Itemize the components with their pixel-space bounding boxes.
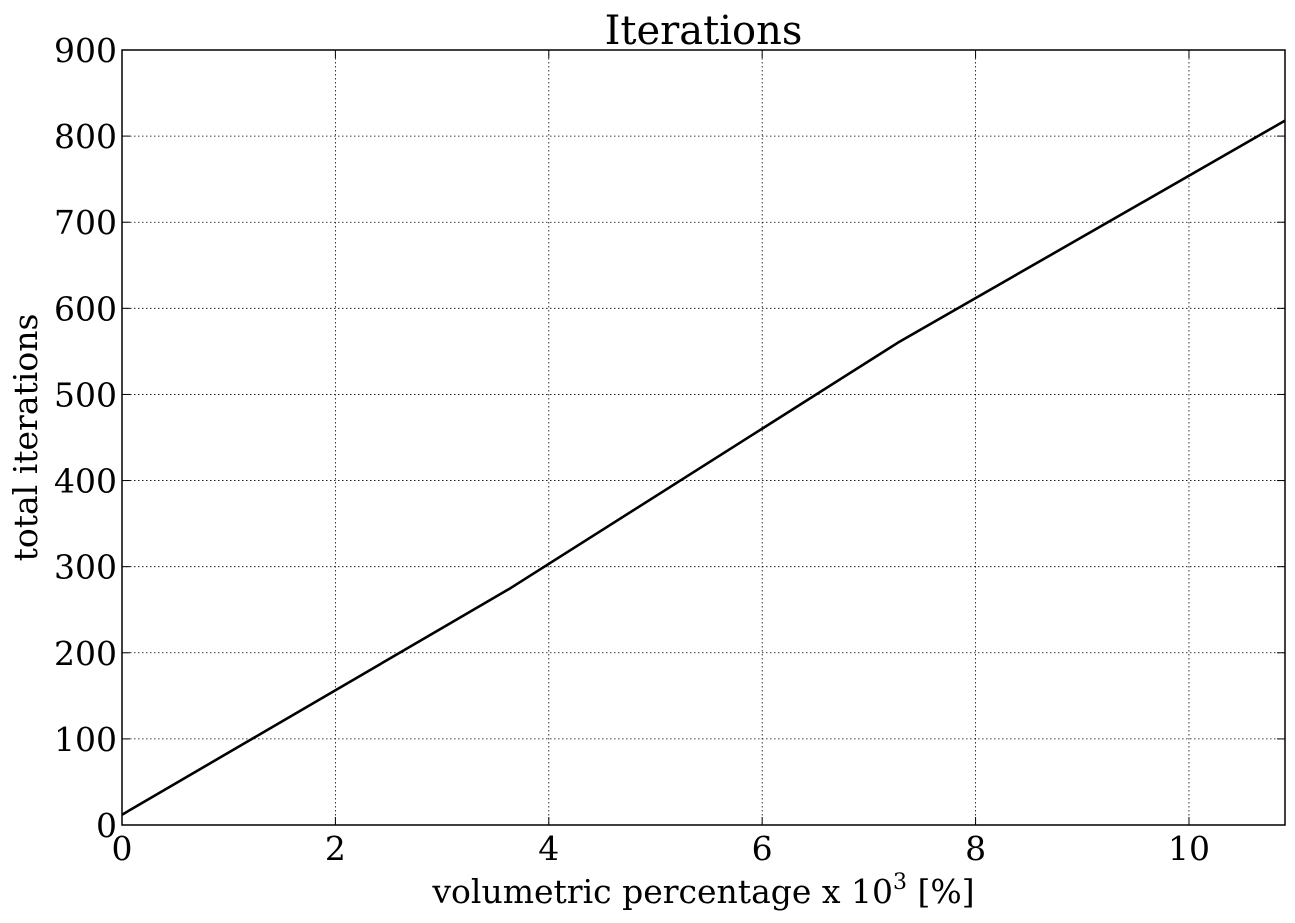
x-tick-label: 6 <box>752 829 773 868</box>
y-axis-label: total iterations <box>6 314 45 562</box>
x-axis-label-suffix: [%] <box>907 872 975 911</box>
x-tick-label: 4 <box>538 829 559 868</box>
y-tick-label: 200 <box>54 634 117 673</box>
y-tick-label: 800 <box>54 117 117 156</box>
grid-lines <box>122 50 1285 825</box>
x-axis-label-exponent: 3 <box>893 870 907 895</box>
series-layer <box>121 119 1286 816</box>
y-tick-label: 900 <box>54 31 117 70</box>
x-axis-label-base: 10 <box>851 872 893 911</box>
y-tick-label: 400 <box>54 462 117 501</box>
axis-ticks <box>121 49 1285 826</box>
chart-title: Iterations <box>605 8 803 54</box>
y-tick-label: 0 <box>96 806 117 845</box>
y-tick-label: 700 <box>54 203 117 242</box>
x-tick-label: 0 <box>112 829 133 868</box>
plot-frame <box>121 49 1286 826</box>
x-tick-label: 8 <box>965 829 986 868</box>
x-axis-label: volumetric percentage x 103 [%] <box>431 870 974 911</box>
y-tick-label: 600 <box>54 289 117 328</box>
x-tick-label: 2 <box>325 829 346 868</box>
x-tick-label: 10 <box>1168 829 1210 868</box>
y-tick-label: 500 <box>54 375 117 414</box>
y-tick-label: 100 <box>54 720 117 759</box>
x-axis-label-prefix: volumetric percentage x <box>431 872 851 911</box>
series-line <box>121 119 1286 816</box>
y-tick-label: 300 <box>54 548 117 587</box>
